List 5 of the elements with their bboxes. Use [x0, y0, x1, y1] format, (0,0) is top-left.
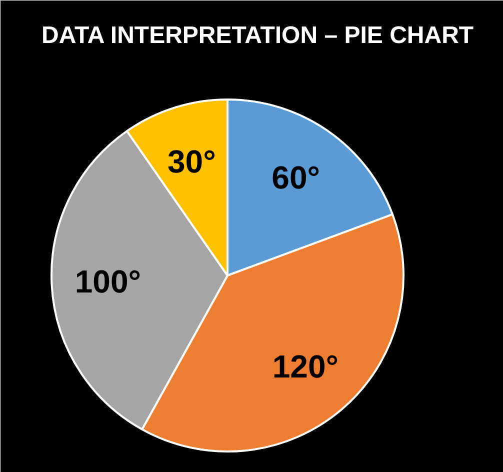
data-label: 120°: [272, 348, 339, 384]
data-label: 60°: [272, 159, 320, 196]
chart-title: DATA INTERPRETATION – PIE CHART: [42, 22, 474, 49]
data-label: 30°: [167, 143, 216, 180]
data-label: 100°: [74, 264, 142, 300]
